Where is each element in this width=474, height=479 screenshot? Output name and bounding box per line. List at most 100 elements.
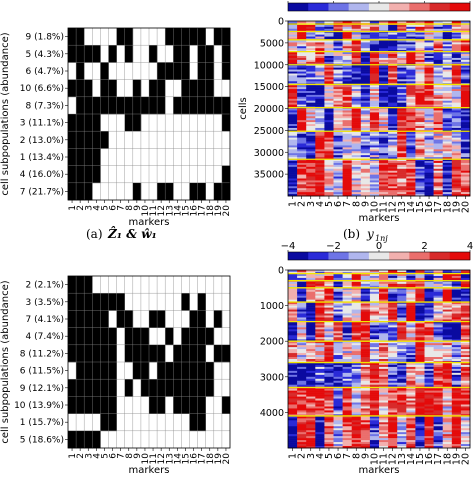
heat-cell (397, 40, 407, 43)
heat-cell (288, 329, 298, 332)
matrix-cell (84, 114, 93, 132)
heat-cell (369, 180, 380, 183)
heat-cell (397, 432, 407, 435)
heat-cell (315, 52, 325, 55)
heat-cell (451, 416, 462, 419)
heat-cell (415, 54, 425, 57)
heat-cell (288, 434, 298, 437)
heat-cell (333, 92, 343, 96)
heat-cell (433, 398, 443, 401)
heat-cell (424, 137, 434, 140)
heat-cell (397, 94, 407, 98)
heat-cell (315, 311, 325, 314)
heat-cell (306, 100, 316, 103)
heat-cell (379, 108, 389, 111)
heat-cell (288, 52, 298, 55)
heat-cell (369, 131, 380, 135)
heat-cell (324, 56, 334, 59)
heat-cell (460, 436, 471, 439)
heat-cell (379, 430, 389, 433)
heat-cell (297, 345, 307, 348)
heat-cell (388, 89, 398, 92)
heat-cell (451, 118, 462, 121)
heat-cell (451, 89, 462, 92)
heat-cell (351, 424, 362, 427)
heat-cell (288, 442, 298, 445)
heat-cell (388, 418, 398, 421)
heat-cell (379, 372, 389, 376)
matrix-cell (149, 45, 158, 63)
heat-cell (351, 392, 362, 395)
x-tick-label: 2 (76, 453, 86, 459)
heat-cell (297, 91, 307, 94)
heat-cell (369, 422, 380, 425)
heat-cell (451, 188, 462, 191)
heat-cell (451, 149, 462, 152)
heat-cell (442, 112, 453, 115)
heat-cell (315, 333, 325, 336)
heat-cell (460, 303, 471, 306)
heat-cell (388, 127, 398, 131)
heat-cell (306, 366, 316, 370)
heat-cell (424, 81, 434, 84)
heat-cell (451, 349, 462, 352)
y-tick-label: 6 (11.5%) (20, 367, 64, 377)
heat-cell (415, 71, 425, 74)
heat-cell (406, 194, 416, 197)
heat-cell (351, 149, 362, 152)
heat-cell (369, 432, 380, 435)
heat-cell (433, 277, 443, 281)
heat-cell (342, 368, 352, 372)
heat-cell (451, 157, 462, 160)
heat-cell (451, 305, 462, 308)
heat-cell (379, 194, 389, 197)
heat-cell (333, 100, 343, 103)
heat-cell (388, 168, 398, 172)
heat-cell (442, 145, 453, 148)
heat-cell (342, 73, 352, 76)
heat-cell (360, 376, 371, 380)
heat-cell (306, 402, 316, 405)
heat-cell (351, 418, 362, 421)
heat-cell (333, 102, 343, 105)
heat-cell (442, 87, 453, 90)
heat-cell (315, 319, 325, 322)
heat-cell (306, 426, 316, 429)
heat-cell (288, 28, 298, 32)
heat-cell (388, 305, 398, 308)
heat-cell (306, 114, 316, 117)
heat-cell (324, 122, 334, 125)
matrix-cell (189, 182, 198, 201)
heat-cell (288, 351, 298, 354)
matrix-cell (197, 293, 206, 311)
heat-cell (360, 402, 371, 405)
heat-cell (324, 299, 334, 302)
matrix-cell (68, 396, 77, 414)
heat-cell (288, 426, 298, 429)
heat-cell (369, 73, 380, 76)
heat-cell (360, 79, 371, 82)
heat-cell (460, 21, 471, 24)
matrix-cell (84, 310, 93, 328)
heat-cell (360, 364, 371, 368)
heat-cell (315, 151, 325, 154)
heat-cell (415, 299, 425, 302)
heat-cell (379, 382, 389, 386)
x-tick-label: 1 (68, 205, 78, 211)
heat-cell (451, 412, 462, 415)
heat-cell (324, 430, 334, 433)
heat-cell (415, 434, 425, 437)
heat-cell (442, 120, 453, 123)
heat-cell (315, 135, 325, 138)
heat-cell (460, 347, 471, 350)
heat-cell (324, 36, 334, 39)
heat-cell (369, 380, 380, 384)
heat-cell (297, 301, 307, 304)
heat-cell (388, 159, 398, 162)
heat-cell (442, 436, 453, 439)
heat-cell (333, 118, 343, 121)
heat-cell (306, 168, 316, 172)
heat-cell (424, 444, 434, 447)
matrix-cell (108, 96, 117, 115)
heat-cell (415, 65, 425, 68)
